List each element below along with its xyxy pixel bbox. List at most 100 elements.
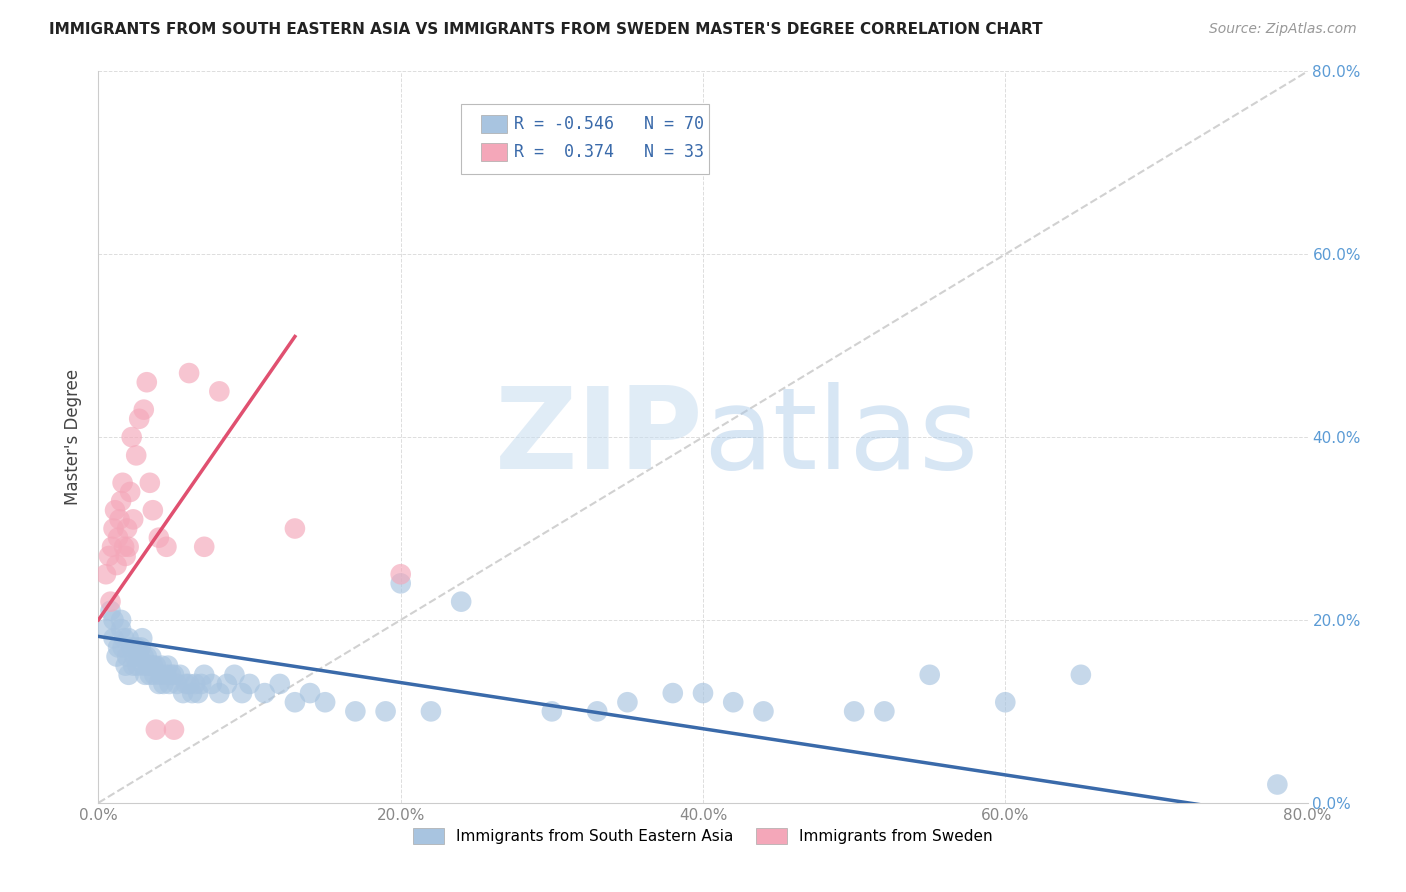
Point xyxy=(844,705,866,719)
Point xyxy=(100,594,122,608)
Point xyxy=(215,677,238,691)
Point xyxy=(208,686,231,700)
Point xyxy=(149,667,172,681)
Bar xyxy=(481,115,508,133)
Bar xyxy=(481,143,508,161)
Point xyxy=(110,622,132,636)
Point xyxy=(142,503,165,517)
Point xyxy=(389,576,412,591)
Point xyxy=(179,366,201,380)
Point xyxy=(103,632,125,646)
Point xyxy=(239,677,262,691)
Point xyxy=(166,677,188,691)
Point xyxy=(107,531,129,545)
Point xyxy=(344,705,367,719)
Point xyxy=(125,448,148,462)
Point xyxy=(118,632,141,646)
Point xyxy=(145,658,167,673)
FancyBboxPatch shape xyxy=(461,104,709,174)
Legend: Immigrants from South Eastern Asia, Immigrants from Sweden: Immigrants from South Eastern Asia, Immi… xyxy=(408,822,998,850)
Point xyxy=(128,412,150,426)
Point xyxy=(193,540,215,554)
Point xyxy=(107,640,129,655)
Point xyxy=(145,723,167,737)
Point xyxy=(135,375,157,389)
Point xyxy=(98,549,121,563)
Point xyxy=(132,649,155,664)
Point xyxy=(128,649,150,664)
Point xyxy=(616,695,638,709)
Point xyxy=(152,677,174,691)
Point xyxy=(114,549,136,563)
Point xyxy=(132,658,155,673)
Point xyxy=(112,632,135,646)
Text: ZIP: ZIP xyxy=(495,382,703,492)
Point xyxy=(187,686,209,700)
Point xyxy=(112,540,135,554)
Point xyxy=(155,667,177,681)
Point xyxy=(104,503,127,517)
Point xyxy=(181,686,204,700)
Point xyxy=(284,521,307,535)
Point xyxy=(163,667,186,681)
Point xyxy=(148,531,170,545)
Point xyxy=(450,594,472,608)
Point xyxy=(155,540,177,554)
Point xyxy=(121,640,143,655)
Point xyxy=(179,677,201,691)
Point xyxy=(124,649,146,664)
Point xyxy=(122,658,145,673)
Point xyxy=(110,613,132,627)
Point xyxy=(141,649,163,664)
Point xyxy=(105,649,128,664)
Point xyxy=(201,677,224,691)
Point xyxy=(299,686,322,700)
Point xyxy=(231,686,253,700)
Point xyxy=(94,567,117,582)
Point xyxy=(269,677,291,691)
Text: R =  0.374   N = 33: R = 0.374 N = 33 xyxy=(515,143,704,161)
Point xyxy=(174,677,197,691)
Point xyxy=(125,640,148,655)
Point xyxy=(163,723,186,737)
Point xyxy=(661,686,683,700)
Point xyxy=(540,705,562,719)
Point xyxy=(118,540,141,554)
Point xyxy=(160,667,183,681)
Point xyxy=(103,613,125,627)
Point xyxy=(1070,667,1092,681)
Point xyxy=(918,667,941,681)
Point xyxy=(111,475,134,490)
Point xyxy=(190,677,212,691)
Point xyxy=(94,622,117,636)
Point xyxy=(129,640,152,655)
Point xyxy=(100,604,122,618)
Point xyxy=(159,677,181,691)
Point xyxy=(142,658,165,673)
Point xyxy=(169,667,191,681)
Point xyxy=(136,658,159,673)
Point xyxy=(139,475,162,490)
Point xyxy=(586,705,609,719)
Point xyxy=(150,658,173,673)
Point xyxy=(115,521,138,535)
Point xyxy=(121,430,143,444)
Point xyxy=(184,677,207,691)
Point xyxy=(131,632,153,646)
Point xyxy=(120,485,142,500)
Point xyxy=(208,384,231,399)
Point xyxy=(1267,778,1289,792)
Point xyxy=(115,649,138,664)
Text: atlas: atlas xyxy=(703,382,979,492)
Point xyxy=(374,705,396,719)
Point xyxy=(692,686,714,700)
Point xyxy=(420,705,443,719)
Point xyxy=(873,705,896,719)
Point xyxy=(101,540,124,554)
Point xyxy=(389,567,412,582)
Point xyxy=(139,667,162,681)
Point xyxy=(122,512,145,526)
Point xyxy=(105,558,128,573)
Point xyxy=(156,658,179,673)
Y-axis label: Master's Degree: Master's Degree xyxy=(65,369,83,505)
